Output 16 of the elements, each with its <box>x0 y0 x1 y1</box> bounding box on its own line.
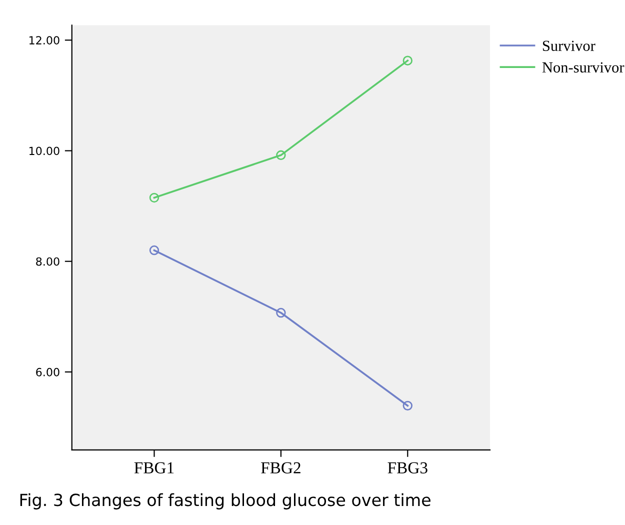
point <box>276 150 286 160</box>
y-tick-label: 12.00 <box>29 36 60 45</box>
point <box>402 56 413 66</box>
x-tick-label: FBG1 <box>134 462 174 474</box>
x-tick-label: FBG2 <box>261 462 300 474</box>
legend-label: Non-survivor <box>542 62 624 73</box>
point <box>402 400 413 411</box>
legend-label: Survivor <box>542 40 596 51</box>
y-tick-label: 6.00 <box>36 368 60 376</box>
point <box>276 308 286 318</box>
point <box>149 245 160 256</box>
caption: Fig. 3 Changes of fasting blood glucose over time <box>20 493 430 510</box>
x-tick-label: FBG3 <box>388 462 428 474</box>
point <box>149 192 160 203</box>
y-tick-label: 8.00 <box>36 257 60 266</box>
y-tick-label: 10.00 <box>29 146 60 156</box>
